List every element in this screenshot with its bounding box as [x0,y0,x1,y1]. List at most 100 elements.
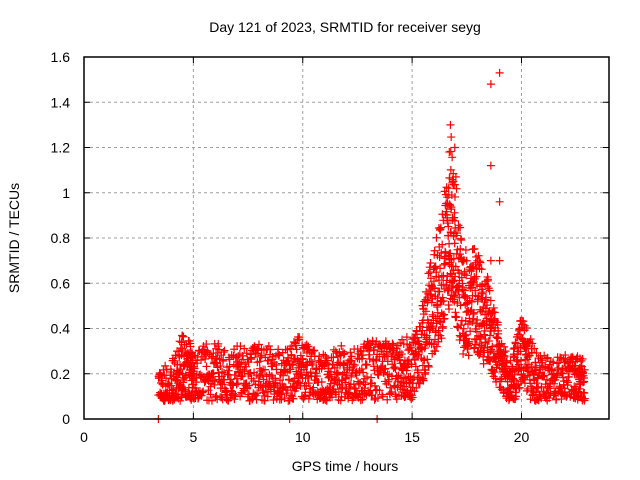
data-point [247,353,256,362]
y-tick-label: 1.4 [51,94,71,110]
data-point [446,201,455,210]
data-point [292,345,301,354]
y-tick-label: 1.2 [51,140,71,156]
data-point [238,351,247,360]
data-point [209,376,218,385]
data-point [329,353,338,362]
data-point [424,362,433,371]
data-point [361,380,370,389]
data-point [359,368,368,377]
data-point [448,153,457,162]
data-point [457,236,466,245]
data-point [535,390,544,399]
data-point [469,263,478,272]
data-point [420,297,429,306]
data-point [381,364,390,373]
data-point [500,351,509,360]
y-tick-label: 0 [62,411,70,427]
data-point [489,303,498,312]
data-point [266,345,275,354]
data-point [423,296,432,305]
data-point [397,378,406,387]
data-point [420,344,429,353]
data-point [410,387,419,396]
data-point [411,362,420,371]
data-point [495,68,504,77]
data-point [436,264,445,273]
data-point [218,380,227,389]
data-point [258,370,267,379]
data-point [473,315,482,324]
data-point [501,347,510,356]
data-point [450,180,459,189]
data-point [216,362,225,371]
data-point [317,377,326,386]
data-point [568,352,577,361]
data-point [432,233,441,242]
data-point [209,369,218,378]
data-point [226,375,235,384]
data-point [495,256,504,265]
data-point [500,342,509,351]
data-point [436,223,445,232]
data-point [309,383,318,392]
data-point [272,365,281,374]
x-axis-label: GPS time / hours [292,458,399,474]
data-point [440,259,449,268]
data-point [222,395,231,404]
data-point [156,370,165,379]
data-point [213,348,222,357]
data-point [534,383,543,392]
data-point [390,363,399,372]
data-point [167,367,176,376]
data-point [430,277,438,286]
data-point [413,333,422,342]
data-point [426,258,435,267]
data-point [447,133,456,142]
data-point [522,323,531,332]
data-point [395,348,404,357]
data-point [279,366,288,375]
data-point [466,327,475,336]
data-point [456,223,465,232]
data-point [556,353,565,362]
data-point [304,394,313,403]
data-point [486,331,494,340]
data-point [242,349,251,358]
data-point [375,386,384,395]
data-point [506,356,515,365]
data-point [517,356,526,365]
data-point [415,373,424,382]
data-point [260,396,269,405]
x-tick-label: 20 [514,429,530,445]
data-point [370,345,379,354]
data-point [186,342,195,351]
data-point [215,345,224,354]
data-point [297,370,306,379]
data-point [242,362,251,371]
data-point [396,338,405,347]
data-point [449,290,458,299]
data-point [220,368,228,377]
data-point [478,288,487,297]
data-point [480,330,489,339]
data-point [190,364,199,373]
data-point [231,390,240,399]
data-point [407,360,416,369]
data-point [412,383,421,392]
data-point [339,350,348,359]
data-point [397,365,406,374]
data-point [279,371,288,380]
data-point [459,349,468,358]
data-point [307,357,316,366]
data-point [424,269,433,278]
data-point [308,360,317,369]
y-tick-label: 0.6 [51,275,71,291]
data-point [306,368,315,377]
x-tick-label: 0 [80,429,88,445]
y-tick-label: 1.6 [51,49,71,65]
data-point [446,120,455,129]
data-point [538,356,547,365]
data-point [261,365,270,374]
data-point [455,268,464,277]
